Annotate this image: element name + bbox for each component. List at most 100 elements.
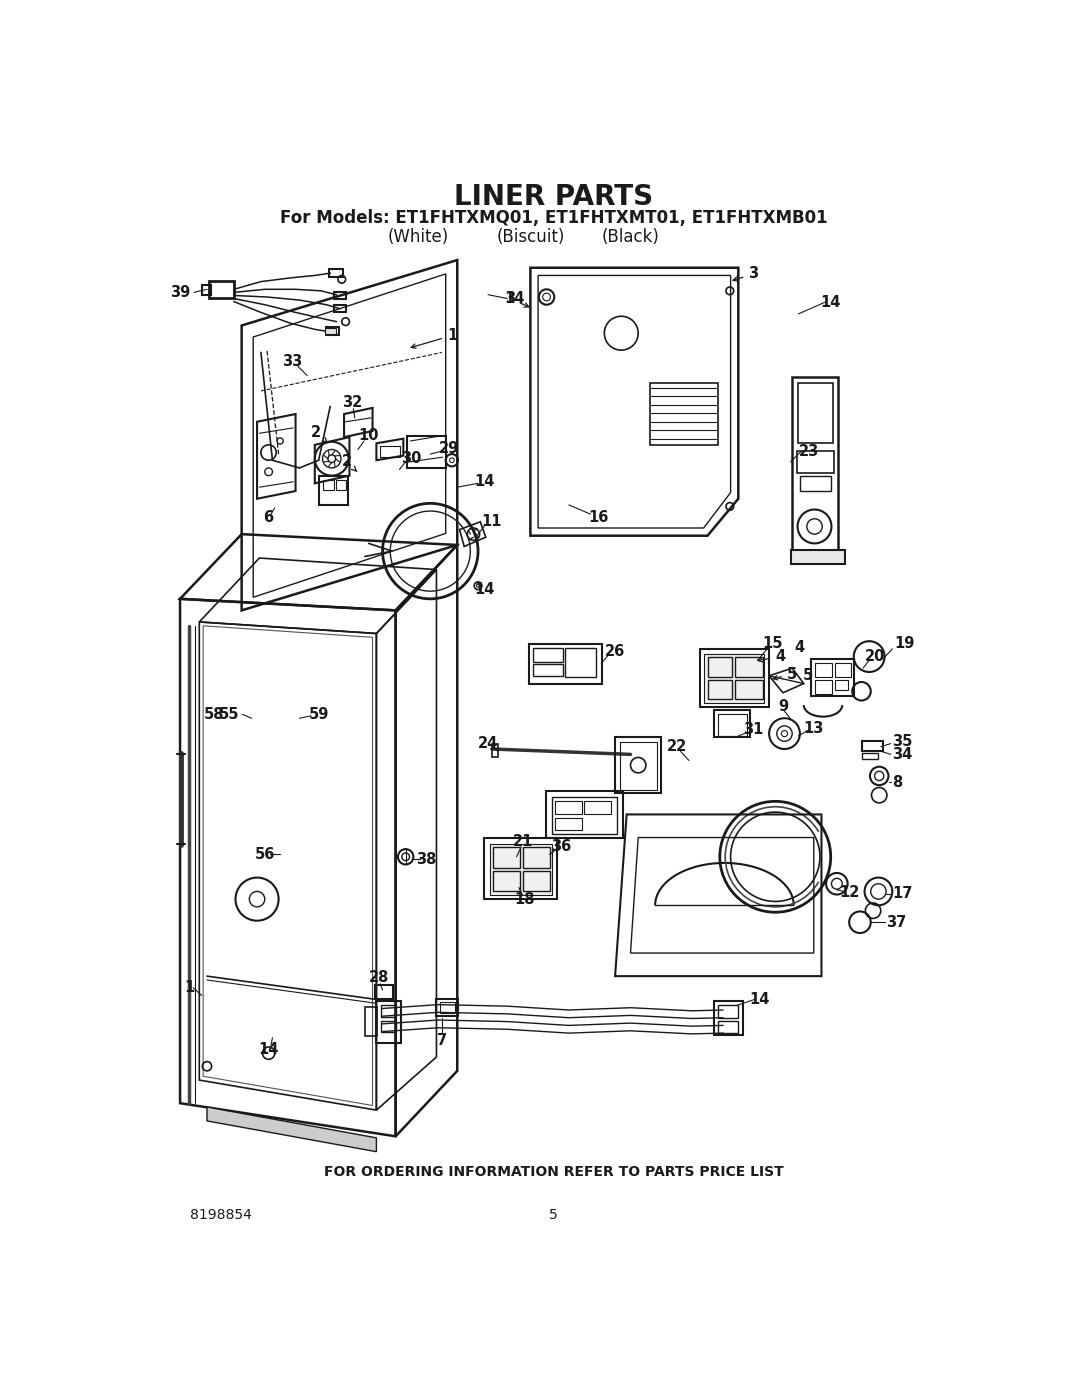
Bar	[800, 475, 831, 490]
Text: 14: 14	[474, 583, 495, 597]
Text: 19: 19	[894, 636, 915, 651]
Text: 22: 22	[666, 739, 687, 754]
Text: 3: 3	[504, 291, 529, 307]
Bar	[365, 1007, 377, 1037]
Bar	[707, 658, 732, 678]
Text: 4: 4	[758, 650, 785, 664]
Bar	[835, 680, 849, 690]
Text: (White): (White)	[388, 228, 449, 246]
Text: 13: 13	[804, 721, 824, 736]
Text: 33: 33	[282, 355, 301, 369]
Bar	[815, 662, 833, 676]
Bar	[552, 796, 618, 834]
Bar	[380, 446, 400, 457]
Text: 26: 26	[605, 644, 625, 659]
Bar	[381, 1021, 396, 1032]
Text: 11: 11	[482, 514, 502, 529]
Text: 24: 24	[478, 736, 498, 752]
Text: 5: 5	[773, 666, 797, 682]
Text: 5: 5	[549, 1208, 558, 1222]
Text: 8198854: 8198854	[190, 1208, 252, 1222]
Bar	[534, 648, 563, 662]
Text: For Models: ET1FHTXMQ01, ET1FHTXMT01, ET1FHTXMB01: For Models: ET1FHTXMQ01, ET1FHTXMT01, ET…	[280, 210, 827, 228]
Text: 20: 20	[865, 650, 886, 664]
Bar	[491, 743, 498, 757]
Text: 8: 8	[892, 774, 903, 789]
Text: 14: 14	[821, 295, 841, 310]
Bar	[555, 819, 582, 830]
Bar	[523, 872, 550, 891]
Text: 55: 55	[219, 707, 240, 722]
Text: 18: 18	[515, 891, 536, 907]
Bar	[323, 481, 334, 489]
Text: 16: 16	[588, 510, 608, 525]
Bar	[529, 644, 602, 683]
Bar	[718, 1021, 739, 1034]
Text: 39: 39	[170, 285, 190, 300]
Bar	[620, 742, 657, 789]
Text: 12: 12	[840, 886, 860, 901]
Bar	[328, 270, 342, 277]
Text: 21: 21	[513, 834, 532, 849]
Text: (Black): (Black)	[602, 228, 660, 246]
Bar	[555, 800, 582, 814]
Text: 58: 58	[203, 707, 224, 722]
Text: 1: 1	[411, 328, 457, 348]
Bar	[377, 1000, 401, 1044]
Bar	[714, 1000, 743, 1035]
Bar	[494, 872, 521, 891]
Bar	[798, 383, 833, 443]
Bar	[717, 714, 746, 736]
Text: 28: 28	[368, 970, 389, 985]
Text: 2: 2	[311, 425, 327, 441]
Bar	[202, 285, 211, 295]
Text: 35: 35	[892, 733, 913, 749]
Text: 14: 14	[474, 475, 495, 489]
Text: 56: 56	[255, 847, 275, 862]
Bar	[735, 680, 762, 698]
Text: 6: 6	[264, 510, 273, 525]
Bar	[584, 800, 611, 814]
Bar	[704, 654, 765, 703]
Bar	[407, 436, 446, 468]
Text: 3: 3	[733, 267, 758, 281]
Text: 23: 23	[799, 443, 820, 458]
Text: 34: 34	[892, 747, 913, 761]
Bar	[325, 328, 336, 334]
Bar	[565, 648, 596, 678]
Text: 30: 30	[401, 451, 421, 467]
Bar	[797, 451, 834, 472]
Bar	[523, 847, 550, 869]
Text: 31: 31	[743, 722, 764, 738]
Text: 1: 1	[184, 981, 194, 995]
Bar	[436, 999, 458, 1016]
Text: 14: 14	[504, 291, 525, 306]
Text: 36: 36	[551, 840, 571, 855]
Text: 17: 17	[892, 886, 913, 901]
Bar	[650, 383, 717, 444]
Bar	[835, 662, 851, 676]
Bar	[319, 475, 348, 504]
Text: 2: 2	[341, 454, 356, 471]
Text: 14: 14	[258, 1042, 279, 1056]
Text: 10: 10	[359, 427, 379, 443]
Text: 32: 32	[341, 395, 362, 409]
Text: (Biscuit): (Biscuit)	[496, 228, 565, 246]
Bar	[440, 1002, 455, 1013]
Polygon shape	[207, 1106, 377, 1151]
Bar	[862, 742, 883, 750]
Bar	[735, 658, 762, 678]
Bar	[325, 327, 339, 335]
Bar	[375, 985, 393, 999]
Text: 29: 29	[438, 441, 459, 457]
Text: FOR ORDERING INFORMATION REFER TO PARTS PRICE LIST: FOR ORDERING INFORMATION REFER TO PARTS …	[324, 1165, 783, 1179]
Text: 9: 9	[778, 698, 788, 714]
Text: 37: 37	[886, 915, 906, 930]
Text: 15: 15	[762, 636, 783, 651]
Bar	[811, 659, 854, 696]
Text: 7: 7	[436, 1032, 447, 1048]
Bar	[815, 680, 833, 693]
Text: 38: 38	[416, 852, 436, 866]
Bar	[534, 665, 563, 676]
Bar	[707, 680, 732, 698]
